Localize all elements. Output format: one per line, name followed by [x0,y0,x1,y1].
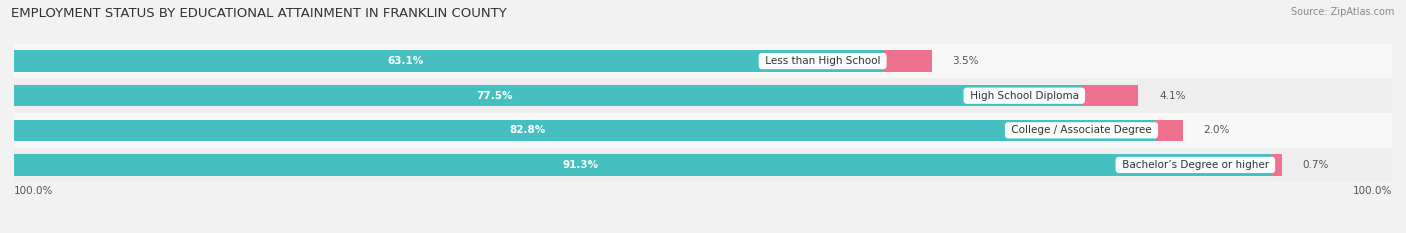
Bar [1272,154,1282,176]
Bar [1154,120,1182,141]
Bar [14,50,883,72]
Text: 82.8%: 82.8% [509,125,546,135]
Text: 100.0%: 100.0% [1353,186,1392,196]
Text: 2.0%: 2.0% [1204,125,1229,135]
Bar [14,85,1083,106]
Text: 100.0%: 100.0% [14,186,53,196]
Text: Bachelor’s Degree or higher: Bachelor’s Degree or higher [1119,160,1272,170]
Text: EMPLOYMENT STATUS BY EDUCATIONAL ATTAINMENT IN FRANKLIN COUNTY: EMPLOYMENT STATUS BY EDUCATIONAL ATTAINM… [11,7,508,20]
Text: 91.3%: 91.3% [562,160,598,170]
Bar [883,50,932,72]
Text: 0.7%: 0.7% [1302,160,1329,170]
Text: Less than High School: Less than High School [762,56,883,66]
Text: Source: ZipAtlas.com: Source: ZipAtlas.com [1291,7,1395,17]
Text: 77.5%: 77.5% [477,91,513,101]
Bar [14,113,1392,148]
Bar [14,78,1392,113]
Bar [14,154,1272,176]
Text: 63.1%: 63.1% [387,56,423,66]
Text: High School Diploma: High School Diploma [967,91,1083,101]
Text: 3.5%: 3.5% [952,56,979,66]
Bar [1083,85,1139,106]
Text: College / Associate Degree: College / Associate Degree [1008,125,1154,135]
Bar [14,44,1392,78]
Bar [14,148,1392,182]
Text: 4.1%: 4.1% [1159,91,1185,101]
Bar [14,120,1154,141]
